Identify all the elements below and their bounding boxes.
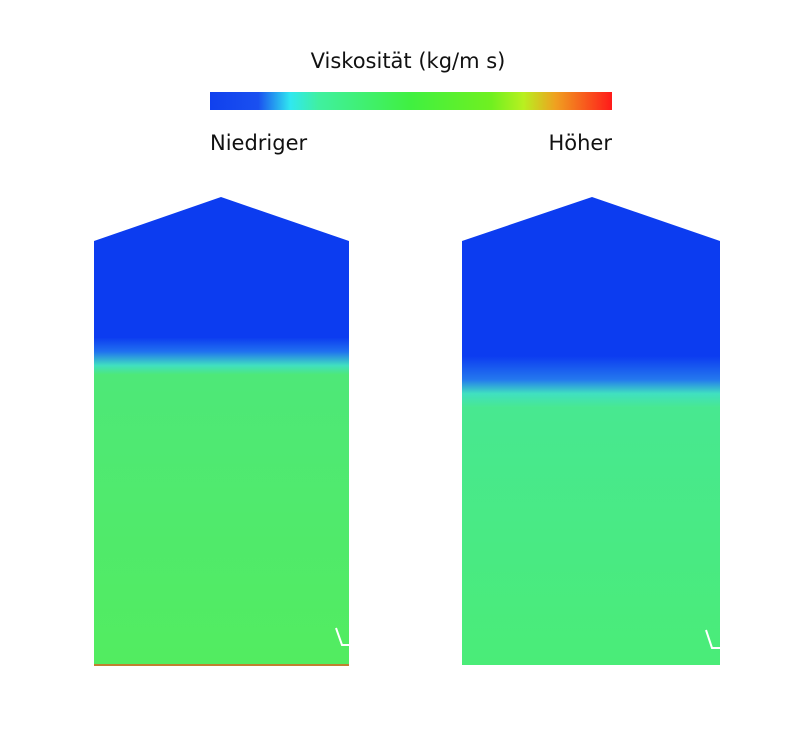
outlet-high (705, 629, 720, 649)
colorbar-title: Viskosität (kg/m s) (311, 49, 506, 73)
tank-low (94, 197, 349, 665)
high-label: Höher (548, 131, 612, 155)
outlet-low (335, 627, 349, 646)
low-label: Niedriger (210, 131, 308, 155)
colorbar (210, 92, 612, 110)
tank-high (462, 197, 720, 665)
